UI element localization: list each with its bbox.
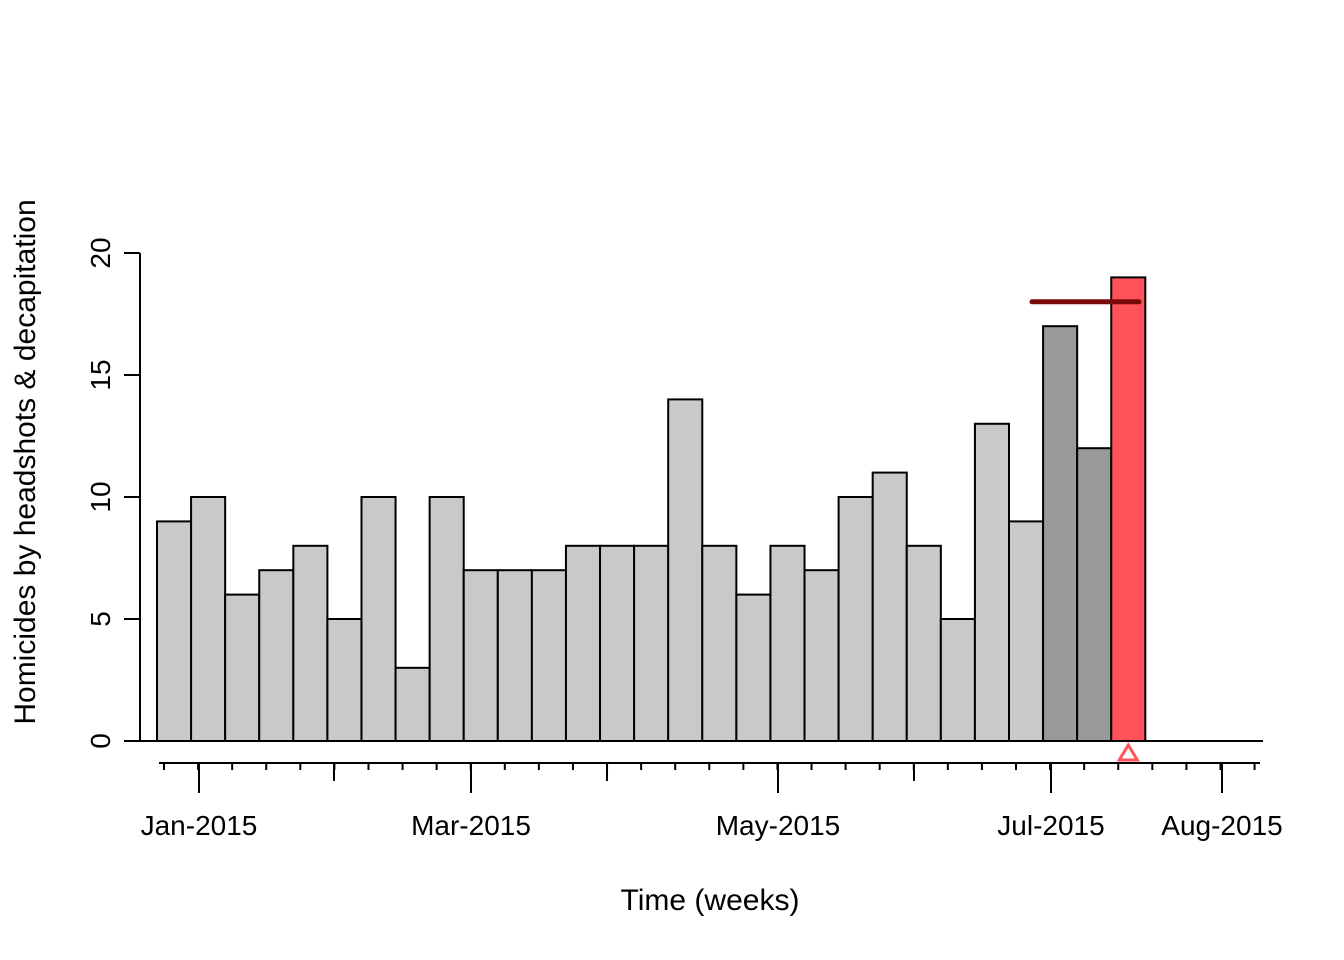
bar-week-15 bbox=[633, 544, 670, 742]
bar-week-29 bbox=[1110, 276, 1147, 742]
bar-week-27 bbox=[1042, 325, 1079, 742]
bar-week-4 bbox=[258, 569, 295, 743]
x-tick-label-Aug-2015: Aug-2015 bbox=[1161, 810, 1282, 841]
bar-week-24 bbox=[939, 618, 976, 742]
x-tick-label-Jan-2015: Jan-2015 bbox=[141, 810, 258, 841]
alarm-marker bbox=[1116, 742, 1140, 762]
bar-week-2 bbox=[190, 496, 227, 742]
y-tick-label-5: 5 bbox=[85, 611, 116, 627]
bar-week-21 bbox=[837, 496, 874, 742]
bar-week-10 bbox=[462, 569, 499, 743]
bar-week-12 bbox=[530, 569, 567, 743]
bar-week-20 bbox=[803, 569, 840, 743]
y-tick-label-20: 20 bbox=[85, 237, 116, 268]
alarm-marker-group bbox=[1116, 742, 1140, 762]
bars-group bbox=[156, 276, 1147, 743]
y-axis: 0 5 10 15 20 bbox=[85, 237, 141, 749]
bar-week-11 bbox=[496, 569, 533, 743]
bar-week-13 bbox=[564, 544, 602, 742]
x-axis: Jan-2015 Mar-2015 May-2015 Jul-2015 Aug-2015 bbox=[141, 762, 1283, 841]
x-tick-label-Mar-2015: Mar-2015 bbox=[411, 810, 531, 841]
bar-week-17 bbox=[701, 544, 738, 742]
y-tick-label-10: 10 bbox=[85, 481, 116, 512]
bar-week-9 bbox=[428, 496, 465, 742]
bar-week-18 bbox=[735, 593, 772, 742]
x-tick-label-Jul-2015: Jul-2015 bbox=[997, 810, 1104, 841]
bar-week-14 bbox=[599, 544, 636, 742]
x-tick-label-May-2015: May-2015 bbox=[716, 810, 841, 841]
bar-week-1 bbox=[156, 520, 193, 743]
bar-week-22 bbox=[871, 471, 908, 742]
bar-week-16 bbox=[667, 398, 704, 742]
bar-week-7 bbox=[360, 496, 397, 742]
bar-week-8 bbox=[394, 666, 431, 742]
bar-week-19 bbox=[769, 544, 806, 742]
bar-week-25 bbox=[973, 422, 1010, 742]
bar-week-26 bbox=[1008, 520, 1045, 743]
bar-week-23 bbox=[905, 544, 942, 742]
bar-week-3 bbox=[224, 593, 261, 742]
x-axis-label: Time (weeks) bbox=[621, 884, 800, 917]
bar-week-5 bbox=[292, 544, 329, 742]
y-axis-label: Homicides by headshots & decapitation bbox=[9, 199, 42, 724]
bar-week-6 bbox=[326, 618, 363, 742]
bar-week-28 bbox=[1076, 447, 1113, 742]
y-tick-label-0: 0 bbox=[85, 733, 116, 749]
y-tick-label-15: 15 bbox=[85, 359, 116, 390]
